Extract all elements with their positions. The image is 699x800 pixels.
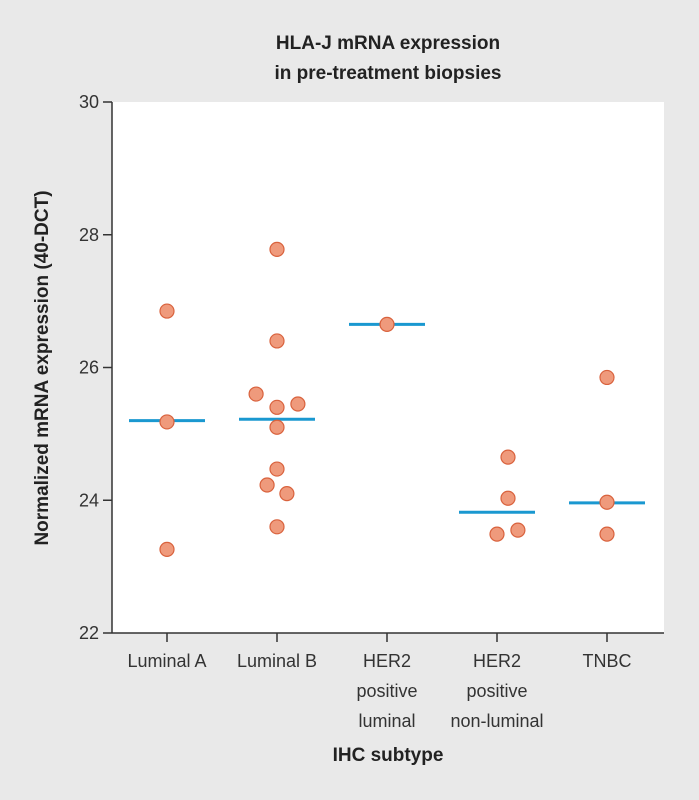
data-point: [500, 490, 516, 506]
data-point: [269, 419, 285, 435]
data-point: [159, 414, 175, 430]
data-point: [599, 494, 615, 510]
data-point: [159, 541, 175, 557]
data-points: [159, 241, 615, 557]
data-point: [279, 486, 295, 502]
data-point: [269, 241, 285, 257]
data-point: [269, 333, 285, 349]
x-tick-label-line: TNBC: [583, 651, 632, 671]
data-point: [599, 369, 615, 386]
x-tick-label-line: Luminal B: [237, 651, 317, 671]
data-point: [269, 399, 285, 415]
y-axis-label: Normalized mRNA expression (40-DCT): [32, 190, 53, 545]
data-point: [259, 477, 275, 493]
x-tick-label-line: positive: [466, 681, 527, 701]
y-tick-label: 26: [79, 358, 99, 378]
y-tick-label: 22: [79, 623, 99, 643]
data-point: [269, 461, 285, 477]
data-point: [248, 386, 264, 402]
x-tick-label: Luminal B: [237, 651, 317, 671]
chart-title-line-2: in pre-treatment biopsies: [275, 63, 502, 84]
x-tick-label: TNBC: [583, 651, 632, 671]
data-point: [379, 316, 395, 332]
x-tick-label: HER2 positive non-luminal: [450, 651, 543, 731]
y-tick-label: 24: [79, 490, 99, 510]
x-tick-label-line: Luminal A: [127, 651, 206, 671]
plot-area: [112, 102, 664, 633]
data-point: [290, 396, 306, 412]
x-tick-label-line: luminal: [358, 711, 415, 731]
data-point: [489, 526, 505, 542]
data-point: [500, 449, 516, 465]
x-tick-label: Luminal A: [127, 651, 206, 671]
y-tick-label: 30: [79, 92, 99, 112]
x-tick-label-line: HER2: [363, 651, 411, 671]
x-tick-label-line: positive: [356, 681, 417, 701]
data-point: [269, 519, 285, 535]
y-axis: 22 24 26 28 30: [79, 92, 113, 643]
x-tick-label-line: non-luminal: [450, 711, 543, 731]
data-point: [510, 522, 526, 538]
x-tick-label: HER2 positive luminal: [356, 651, 417, 731]
x-tick-label-line: HER2: [473, 651, 521, 671]
x-axis: Luminal A Luminal B HER2 positive luminalHER…: [112, 632, 664, 731]
x-axis-label: IHC subtype: [333, 745, 444, 766]
data-point: [599, 526, 615, 542]
y-tick-label: 28: [79, 225, 99, 245]
data-point: [159, 303, 175, 319]
chart-title-line-1: HLA-J mRNA expression: [276, 33, 500, 54]
